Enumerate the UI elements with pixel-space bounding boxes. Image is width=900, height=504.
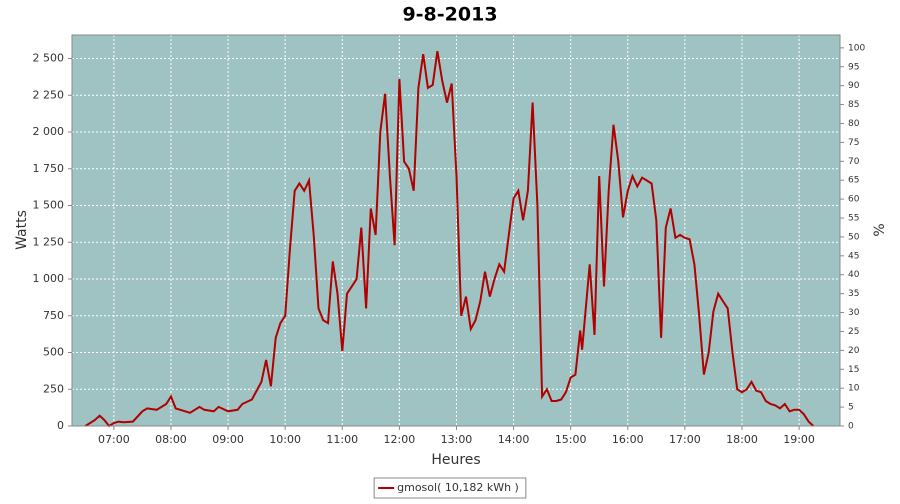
y2-tick-label: 60 bbox=[848, 195, 860, 205]
y2-tick-label: 95 bbox=[848, 62, 859, 72]
plot-border bbox=[71, 34, 841, 427]
x-tick-label: 09:00 bbox=[212, 433, 244, 446]
x-tick-label: 18:00 bbox=[726, 433, 758, 446]
y2-tick-label: 10 bbox=[848, 384, 860, 394]
y-tick-label: 250 bbox=[43, 382, 64, 395]
x-tick-label: 16:00 bbox=[612, 433, 644, 446]
y-tick-label: 500 bbox=[43, 346, 64, 359]
y-tick-label: 1 250 bbox=[33, 235, 65, 248]
y-axis-label: Watts bbox=[14, 210, 30, 250]
x-tick-label: 17:00 bbox=[669, 433, 701, 446]
y2-tick-label: 25 bbox=[848, 327, 859, 337]
x-tick-label: 11:00 bbox=[326, 433, 358, 446]
y2-tick-label: 40 bbox=[848, 270, 860, 280]
data-line bbox=[84, 51, 815, 428]
y2-tick-label: 30 bbox=[848, 308, 860, 318]
y2-tick-label: 0 bbox=[848, 422, 854, 432]
y-tick-label: 750 bbox=[43, 309, 64, 322]
x-tick-label: 07:00 bbox=[98, 433, 130, 446]
y-tick-label: 1 750 bbox=[33, 162, 65, 175]
y2-tick-label: 100 bbox=[848, 43, 865, 53]
x-tick-label: 12:00 bbox=[384, 433, 416, 446]
y2-axis-label: % bbox=[872, 223, 888, 236]
y2-tick-label: 65 bbox=[848, 176, 859, 186]
x-tick-label: 14:00 bbox=[498, 433, 530, 446]
y2-tick-label: 15 bbox=[848, 365, 859, 375]
y-tick-label: 1 500 bbox=[33, 199, 65, 212]
y-tick-label: 2 500 bbox=[33, 52, 65, 65]
legend-box bbox=[373, 477, 527, 499]
y2-tick-label: 75 bbox=[848, 138, 859, 148]
chart-title: 9-8-2013 bbox=[402, 4, 497, 26]
legend-label: gmosol( 10,182 kWh ) bbox=[397, 481, 519, 494]
y2-tick-label: 35 bbox=[848, 289, 859, 299]
y-tick-label: 0 bbox=[57, 419, 64, 432]
y2-tick-label: 20 bbox=[848, 346, 860, 356]
y-tick-label: 1 000 bbox=[33, 272, 65, 285]
x-axis-label: Heures bbox=[431, 452, 480, 468]
y2-tick-label: 70 bbox=[848, 157, 860, 167]
x-tick-label: 19:00 bbox=[783, 433, 815, 446]
y2-tick-label: 80 bbox=[848, 119, 860, 129]
y2-tick-label: 85 bbox=[848, 100, 859, 110]
x-tick-label: 13:00 bbox=[441, 433, 473, 446]
y-tick-label: 2 000 bbox=[33, 125, 65, 138]
y2-tick-label: 55 bbox=[848, 214, 859, 224]
y2-tick-label: 5 bbox=[848, 403, 854, 413]
x-tick-label: 10:00 bbox=[269, 433, 301, 446]
y2-tick-label: 45 bbox=[848, 251, 859, 261]
y2-tick-label: 90 bbox=[848, 81, 860, 91]
x-tick-label: 08:00 bbox=[155, 433, 187, 446]
y-tick-label: 2 250 bbox=[33, 88, 65, 101]
y2-tick-label: 50 bbox=[848, 232, 860, 242]
x-tick-label: 15:00 bbox=[555, 433, 587, 446]
